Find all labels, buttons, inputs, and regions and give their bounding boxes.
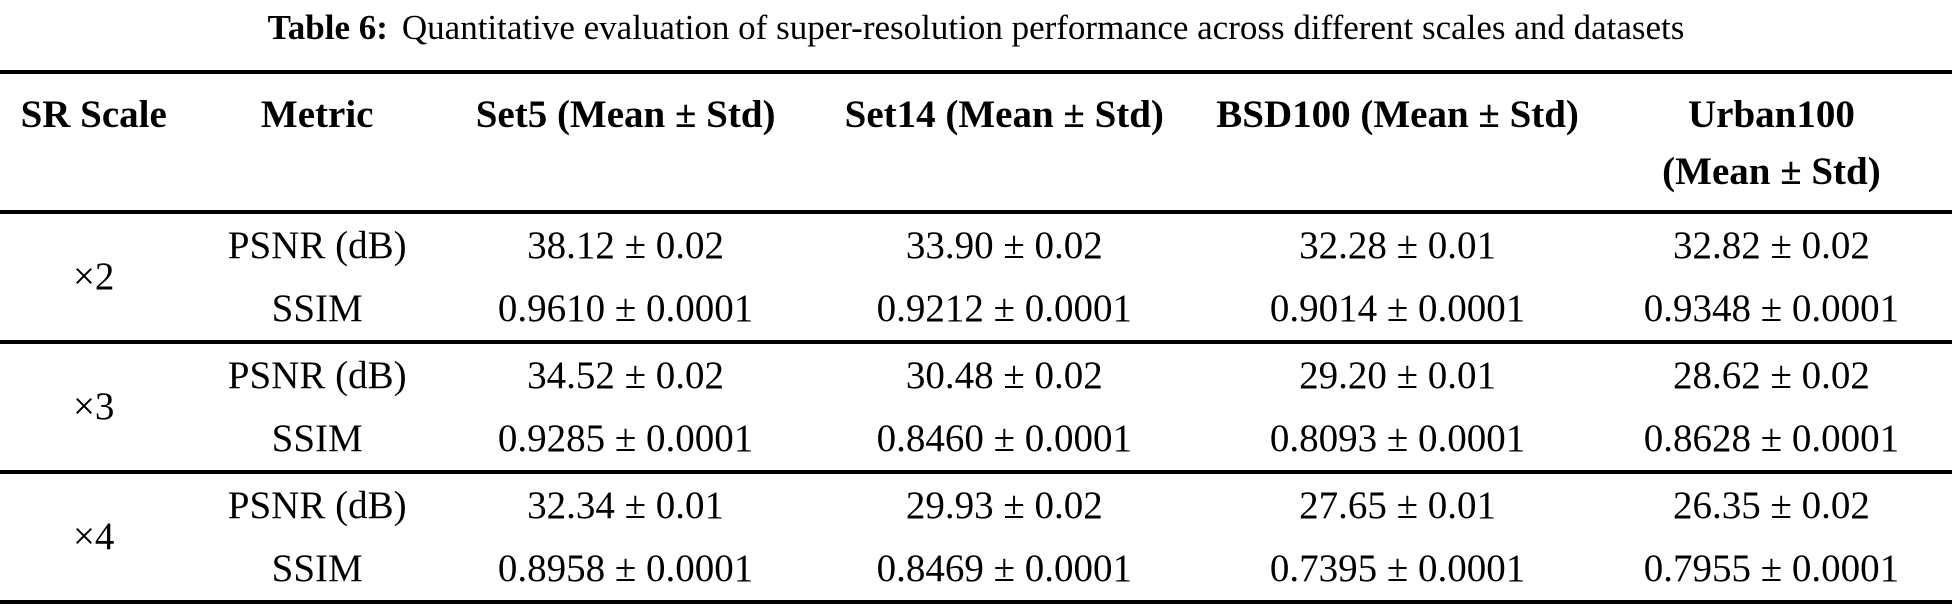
column-header-set5: Set5 (Mean ± Std) xyxy=(447,72,804,212)
value-cell-urban100: 28.62 ± 0.02 xyxy=(1672,353,1870,397)
metric-cell: SSIM xyxy=(271,416,363,460)
column-header-line: BSD100 (Mean ± Std) xyxy=(1216,93,1579,136)
metric-cell: PSNR (dB) xyxy=(227,353,407,397)
table-row: ×3 PSNR (dB) 34.52 ± 0.02 30.48 ± 0.02 2… xyxy=(0,342,1952,429)
table-caption-label: Table 6: xyxy=(267,8,388,47)
column-header-line: (Mean ± Std) xyxy=(1662,150,1881,193)
column-header-line: SR Scale xyxy=(20,93,167,136)
table-row: SSIM 0.9610 ± 0.0001 0.9212 ± 0.0001 0.9… xyxy=(0,277,1952,342)
metric-cell: SSIM xyxy=(271,286,363,330)
column-header-line: Set5 (Mean ± Std) xyxy=(475,93,776,136)
column-header-urban100: Urban100 (Mean ± Std) xyxy=(1591,72,1952,212)
value-cell-urban100: 26.35 ± 0.02 xyxy=(1672,483,1870,527)
table-caption-text: Quantitative evaluation of super-resolut… xyxy=(401,8,1685,47)
value-cell-set5: 0.9610 ± 0.0001 xyxy=(497,286,754,330)
value-cell-urban100: 0.9348 ± 0.0001 xyxy=(1643,286,1900,330)
table-row: SSIM 0.8958 ± 0.0001 0.8469 ± 0.0001 0.7… xyxy=(0,537,1952,602)
value-cell-set14: 29.93 ± 0.02 xyxy=(905,483,1103,527)
value-cell-set5: 0.8958 ± 0.0001 xyxy=(497,546,754,590)
value-cell-urban100: 0.8628 ± 0.0001 xyxy=(1643,416,1900,460)
value-cell-bsd100: 0.9014 ± 0.0001 xyxy=(1269,286,1526,330)
value-cell-set5: 0.9285 ± 0.0001 xyxy=(497,416,754,460)
value-cell-set5: 34.52 ± 0.02 xyxy=(527,353,725,397)
value-cell-set14: 0.9212 ± 0.0001 xyxy=(876,286,1132,330)
table-row: SSIM 0.9285 ± 0.0001 0.8460 ± 0.0001 0.8… xyxy=(0,407,1952,472)
value-cell-set14: 0.8460 ± 0.0001 xyxy=(876,416,1132,460)
value-cell-set14: 0.8469 ± 0.0001 xyxy=(876,546,1132,590)
scale-group-x2: ×2 PSNR (dB) 38.12 ± 0.02 33.90 ± 0.02 3… xyxy=(0,212,1952,342)
results-table: SR Scale Metric Set5 (Mean ± Std) Set14 … xyxy=(0,70,1952,604)
value-cell-bsd100: 32.28 ± 0.01 xyxy=(1299,223,1497,267)
header-row: SR Scale Metric Set5 (Mean ± Std) Set14 … xyxy=(0,72,1952,212)
value-cell-set14: 30.48 ± 0.02 xyxy=(905,353,1103,397)
column-header-set14: Set14 (Mean ± Std) xyxy=(804,72,1204,212)
column-header-metric: Metric xyxy=(187,72,447,212)
table-row: ×4 PSNR (dB) 32.34 ± 0.01 29.93 ± 0.02 2… xyxy=(0,472,1952,559)
column-header-line: Set14 (Mean ± Std) xyxy=(844,93,1164,136)
value-cell-bsd100: 0.7395 ± 0.0001 xyxy=(1269,546,1526,590)
table-row: ×2 PSNR (dB) 38.12 ± 0.02 33.90 ± 0.02 3… xyxy=(0,212,1952,299)
scale-cell: ×4 xyxy=(72,515,115,558)
value-cell-set5: 38.12 ± 0.02 xyxy=(527,223,725,267)
value-cell-urban100: 32.82 ± 0.02 xyxy=(1672,223,1870,267)
value-cell-urban100: 0.7955 ± 0.0001 xyxy=(1643,546,1900,590)
value-cell-set5: 32.34 ± 0.01 xyxy=(527,483,725,527)
value-cell-bsd100: 27.65 ± 0.01 xyxy=(1299,483,1497,527)
table-caption: Table 6: Quantitative evaluation of super… xyxy=(0,0,1952,50)
table-header: SR Scale Metric Set5 (Mean ± Std) Set14 … xyxy=(0,72,1952,212)
column-header-bsd100: BSD100 (Mean ± Std) xyxy=(1204,72,1590,212)
metric-cell: PSNR (dB) xyxy=(227,483,407,527)
metric-cell: PSNR (dB) xyxy=(227,223,407,267)
value-cell-set14: 33.90 ± 0.02 xyxy=(905,223,1103,267)
value-cell-bsd100: 0.8093 ± 0.0001 xyxy=(1269,416,1526,460)
column-header-sr-scale: SR Scale xyxy=(0,72,187,212)
metric-cell: SSIM xyxy=(271,546,363,590)
value-cell-bsd100: 29.20 ± 0.01 xyxy=(1299,353,1497,397)
scale-cell: ×3 xyxy=(72,385,115,428)
scale-group-x3: ×3 PSNR (dB) 34.52 ± 0.02 30.48 ± 0.02 2… xyxy=(0,342,1952,472)
column-header-line: Metric xyxy=(260,93,374,136)
scale-cell: ×2 xyxy=(72,255,115,298)
column-header-line: Urban100 xyxy=(1687,93,1855,136)
scale-group-x4: ×4 PSNR (dB) 32.34 ± 0.01 29.93 ± 0.02 2… xyxy=(0,472,1952,602)
